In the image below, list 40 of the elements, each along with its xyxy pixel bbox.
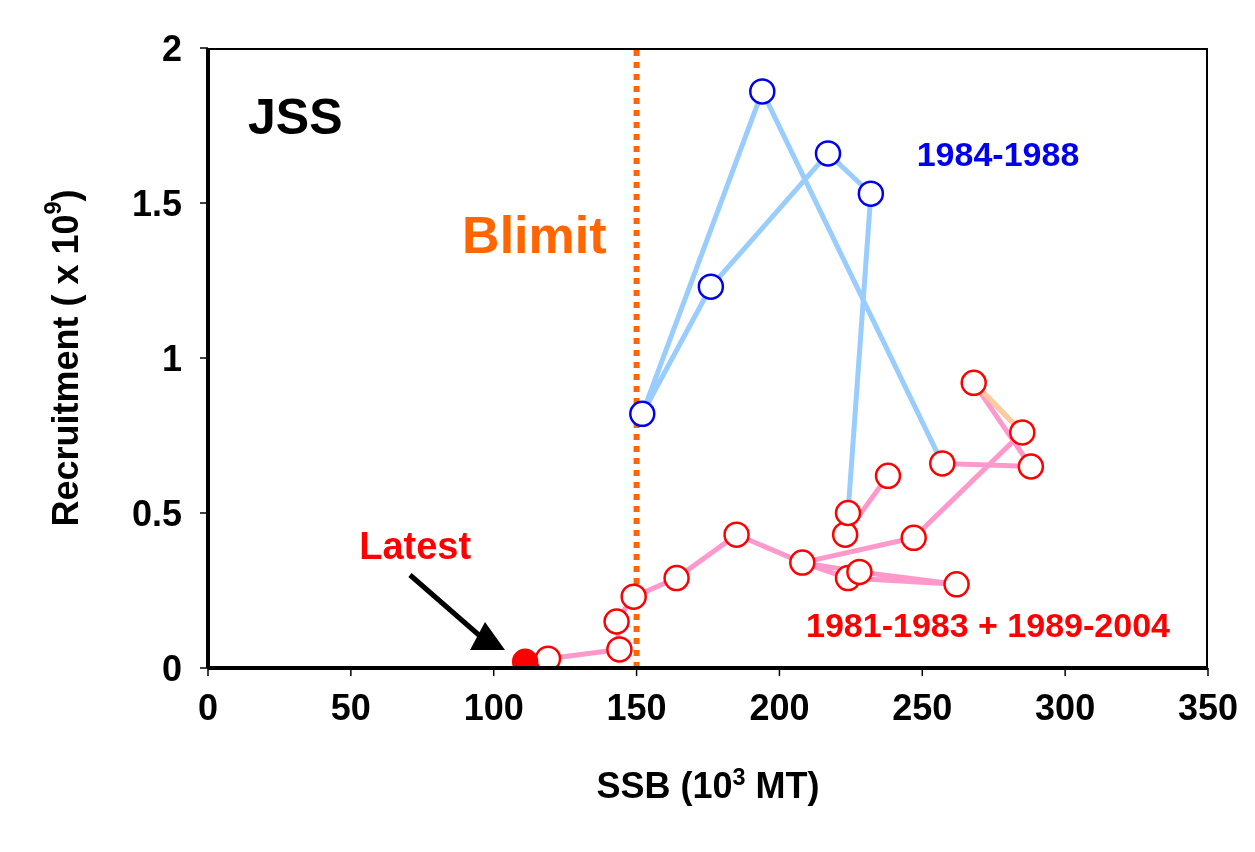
y-tick-label: 0 [161,647,182,689]
point [874,462,902,490]
point [846,558,873,586]
x-tick-label: 100 [463,686,524,728]
point [900,524,927,552]
annotation: JSS [248,88,343,146]
point [723,521,750,548]
point [1017,453,1045,480]
point [831,521,859,548]
series-label: 1981-1983 + 1989-2004 [806,606,1170,645]
y-tick-label: 0.5 [131,492,182,534]
y-tick-label: 1.5 [131,182,182,224]
y-tick-label: 1 [161,337,182,379]
point [929,450,956,477]
point [857,180,885,207]
x-tick-label: 200 [749,686,810,728]
x-tick-label: 300 [1035,686,1096,728]
ref-line-label: Blimit [462,205,607,264]
x-tick-label: 0 [197,686,219,728]
point [814,140,842,167]
point [749,78,776,105]
point [943,571,970,598]
point [697,273,725,300]
series-label: 1984-1988 [916,134,1080,174]
x-tick-label: 250 [892,686,953,728]
x-tick-label: 150 [606,686,667,728]
x-tick-label: 350 [1177,686,1239,728]
point [1009,419,1036,446]
point [663,564,690,592]
point [603,608,630,635]
point [834,499,862,527]
point [606,636,633,663]
point [789,549,816,576]
x-axis-title: SSB (10$^{3}$ MT) [596,764,820,806]
point [960,369,987,397]
point [629,400,656,428]
x-tick-label: 50 [330,686,371,728]
point [620,583,647,610]
annotation: Latest [359,524,472,568]
y-tick-label: 2 [161,27,182,69]
